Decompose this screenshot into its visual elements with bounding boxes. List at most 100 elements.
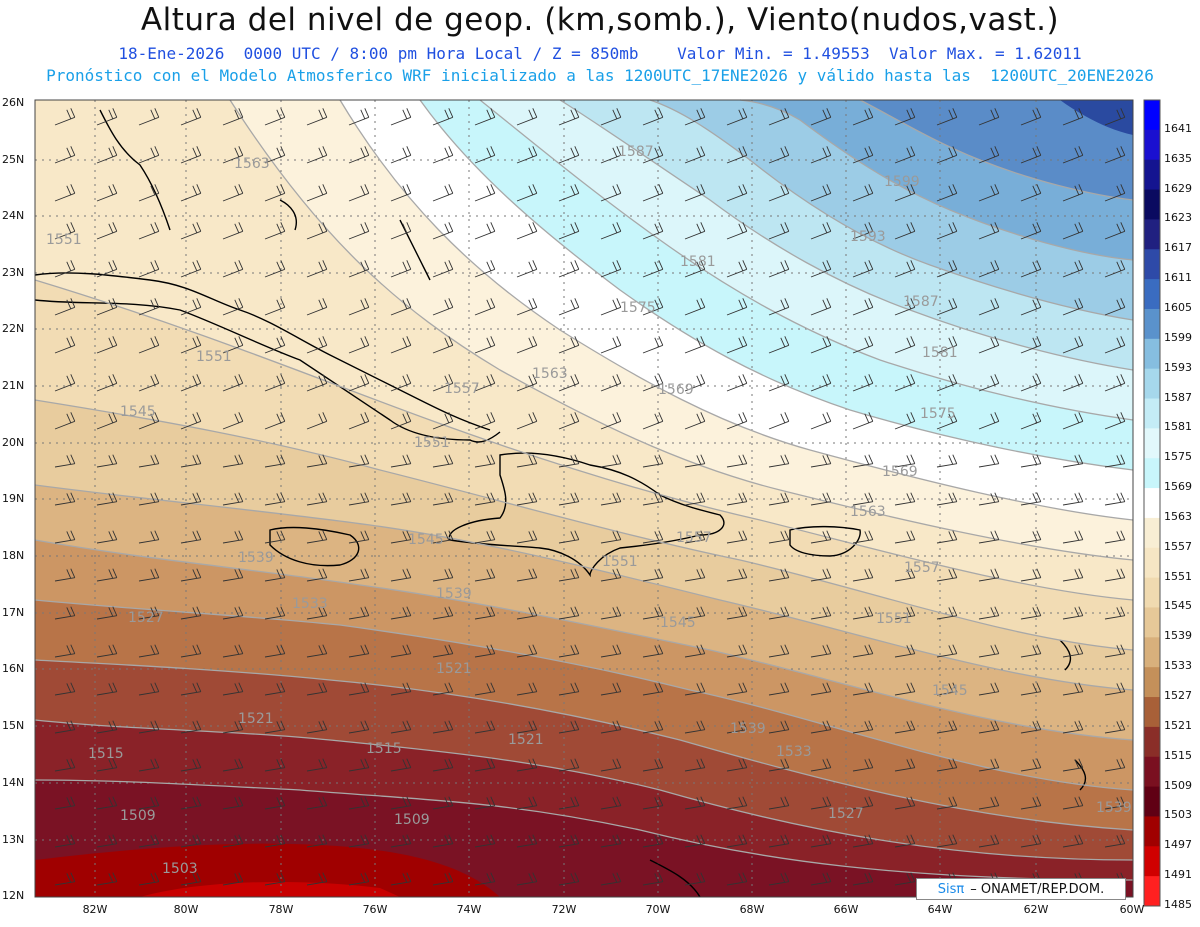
wind-barb [474,606,496,620]
wind-barb [978,606,1000,620]
colorbar-swatch [1144,458,1160,489]
wind-barb [180,682,202,696]
colorbar-swatch [1144,667,1160,698]
contour-label: 1581 [922,345,958,361]
wind-barb [390,492,412,506]
wind-barb [684,222,706,240]
wind-barb [180,644,202,658]
wind-barb [558,184,580,202]
lon-label: 62W [1023,903,1049,916]
wind-barb [1104,108,1126,126]
wind-barb [432,298,454,316]
wind-barb [96,222,118,240]
contour-label: 1527 [828,806,864,822]
wind-barb [894,184,916,202]
wind-barb [1104,644,1126,658]
contour-label: 1509 [394,812,430,828]
wind-barb [432,834,454,848]
wind-barb [348,108,370,126]
wind-barb [138,720,160,734]
contour-label: 1539 [238,550,274,566]
wind-barb [894,644,916,658]
colorbar-swatch [1144,249,1160,280]
contour-label: 1563 [532,366,568,382]
wind-barb [264,644,286,658]
wind-barb [726,412,748,430]
wind-barb [138,412,160,430]
wind-barb [894,834,916,848]
lon-label: 76W [362,903,388,916]
wind-barb [432,644,454,658]
wind-barb [222,222,244,240]
wind-barb [138,184,160,202]
wind-barb [1020,374,1042,392]
wind-barb [600,260,622,278]
wind-barb [306,682,328,696]
lat-label: 23N [2,266,25,279]
wind-barb [474,374,496,392]
wind-barb [222,758,244,772]
lat-label: 21N [2,379,25,392]
wind-barb [264,492,286,506]
wind-barb [432,568,454,582]
contour-label: 1533 [292,596,328,612]
contour-label: 1575 [920,406,956,422]
colorbar-swatch [1144,368,1160,400]
wind-barb [348,606,370,620]
colorbar-swatch [1144,786,1160,817]
wind-barb [390,298,412,316]
wind-barb [684,530,706,544]
wind-barb [54,834,76,848]
wind-barb [348,568,370,582]
wind-barb [1062,606,1084,620]
wind-barb [1062,298,1084,316]
wind-barb [558,606,580,620]
wind-barb [1104,336,1126,354]
colorbar-label: 1515 [1164,748,1192,762]
wind-barb [642,336,664,354]
wind-barb [726,758,748,772]
wind-barb [264,336,286,354]
wind-barb [390,796,412,810]
lat-label: 18N [2,549,25,562]
wind-barb [474,492,496,506]
wind-barb [1104,530,1126,544]
wind-barb [558,222,580,240]
wind-barb [810,758,832,772]
wind-barb [558,834,580,848]
wind-barb [600,568,622,582]
wind-barb [978,682,1000,696]
wind-barb [810,146,832,164]
wind-barb [810,184,832,202]
wind-barb [768,758,790,772]
wind-barb [642,108,664,126]
wind-barb [726,298,748,316]
wind-barb [1104,298,1126,316]
wind-barb [54,492,76,506]
wind-barb [1104,412,1126,430]
wind-barb [600,336,622,354]
wind-barb [1104,606,1126,620]
contour-label: 1569 [658,382,694,398]
wind-barb [138,108,160,126]
wind-barb [1062,374,1084,392]
graticule [35,100,1133,897]
wind-barb [138,530,160,544]
wind-barb [768,606,790,620]
wind-barb [390,758,412,772]
wind-barb [768,492,790,506]
wind-barb [978,146,1000,164]
wind-barb [684,336,706,354]
wind-barb [852,796,874,810]
wind-barb [684,184,706,202]
wind-barb [54,184,76,202]
lon-label: 70W [645,903,671,916]
wind-barb [978,644,1000,658]
colorbar-swatch [1144,159,1160,191]
contour-label: 1539 [1096,800,1132,816]
wind-barb [432,412,454,430]
wind-barb [306,454,328,468]
wind-barb [1020,606,1042,620]
wind-barb [600,644,622,658]
wind-barb [600,872,622,886]
